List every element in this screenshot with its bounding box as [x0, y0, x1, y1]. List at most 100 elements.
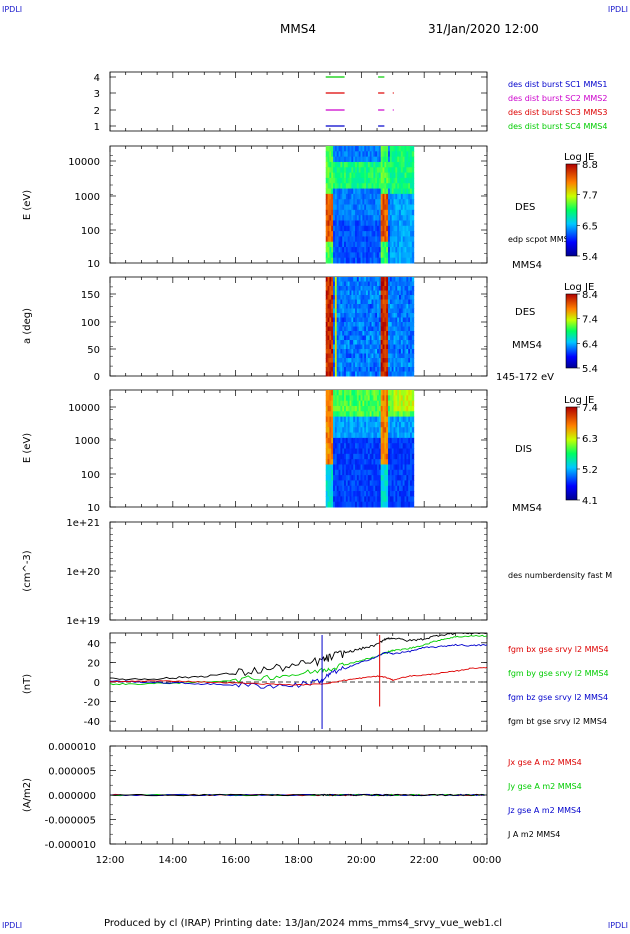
spectrogram-cell [404, 277, 407, 282]
spectrogram-cell [404, 395, 407, 402]
spectrogram-cell [393, 390, 396, 396]
spectrogram-cell [327, 390, 330, 396]
spectrogram-cell [406, 480, 409, 487]
spectrogram-cell [367, 290, 371, 296]
spectrogram-cell [362, 349, 365, 354]
spectrogram-cell [362, 313, 365, 318]
spectrogram-cell [327, 443, 330, 449]
spectrogram-cell [358, 156, 362, 163]
spectrogram-cell [408, 390, 411, 396]
spectrogram-cell [345, 491, 349, 497]
spectrogram-cell [377, 326, 380, 332]
spectrogram-cell [338, 215, 341, 221]
spectrogram-cell [338, 188, 341, 195]
spectrogram-cell [358, 501, 362, 508]
spectrogram-cell [386, 308, 389, 314]
spectrogram-cell [356, 448, 360, 455]
spectrogram-cell [333, 322, 336, 327]
spectrogram-cell [364, 349, 367, 354]
spectrogram-cell [344, 304, 347, 309]
spectrogram-cell [378, 247, 382, 253]
spectrogram-cell [351, 313, 354, 318]
spectrogram-cell [340, 464, 343, 471]
spectrogram-cell [351, 367, 354, 372]
spectrogram-cell [327, 427, 330, 434]
spectrogram-cell [331, 400, 334, 407]
panel2-colorbar-tick-label: 6.5 [582, 221, 598, 232]
spectrogram-cell [404, 299, 407, 305]
spectrogram-cell [386, 204, 389, 211]
spectrogram-cell [356, 199, 360, 205]
spectrogram-cell [358, 277, 362, 282]
panel6-series-bx [109, 666, 488, 686]
spectrogram-cell [391, 236, 395, 243]
spectrogram-cell [331, 340, 334, 345]
spectrogram-cell [334, 362, 338, 368]
spectrogram-cell [334, 209, 338, 216]
spectrogram-cell [386, 400, 389, 407]
spectrogram-cell [411, 432, 415, 439]
spectrogram-cell [325, 236, 329, 243]
spectrogram-cell [351, 193, 354, 200]
spectrogram-cell [327, 151, 330, 158]
spectrogram-cell [402, 340, 406, 345]
spectrogram-cell [400, 199, 404, 205]
spectrogram-cell [356, 252, 360, 259]
spectrogram-cell [340, 225, 343, 232]
spectrogram-cell [380, 290, 384, 296]
spectrogram-cell [356, 400, 360, 407]
spectrogram-cell [378, 225, 382, 232]
spectrogram-cell [327, 453, 330, 460]
spectrogram-cell [400, 231, 404, 237]
spectrogram-cell [377, 236, 380, 243]
spectrogram-cell [329, 367, 332, 372]
spectrogram-cell [336, 156, 340, 163]
spectrogram-cell [329, 335, 332, 341]
spectrogram-cell [371, 421, 374, 428]
spectrogram-cell [358, 308, 362, 314]
spectrogram-cell [353, 400, 356, 407]
spectrogram-cell [336, 290, 340, 296]
spectrogram-cell [404, 459, 407, 465]
spectrogram-cell [375, 183, 378, 190]
spectrogram-cell [360, 416, 363, 423]
spectrogram-cell [373, 295, 376, 300]
spectrogram-cell [408, 459, 411, 465]
panel4-y-tick-label: 1000 [75, 436, 100, 447]
spectrogram-cell [353, 480, 356, 487]
spectrogram-cell [389, 172, 393, 179]
spectrogram-cell [397, 146, 400, 152]
spectrogram-cell [331, 295, 334, 300]
spectrogram-cell [356, 236, 360, 243]
spectrogram-cell [397, 313, 400, 318]
spectrogram-cell [338, 344, 341, 350]
spectrogram-cell [329, 501, 332, 508]
spectrogram-cell [377, 215, 380, 221]
spectrogram-cell [353, 349, 356, 354]
spectrogram-cell [400, 236, 404, 243]
spectrogram-cell [388, 257, 391, 264]
spectrogram-cell [399, 299, 402, 305]
spectrogram-cell [399, 322, 402, 327]
spectrogram-cell [349, 453, 352, 460]
spectrogram-cell [386, 317, 389, 323]
spectrogram-cell [351, 349, 354, 354]
spectrogram-cell [356, 299, 360, 305]
spectrogram-cell [351, 322, 354, 327]
spectrogram-cell [404, 416, 407, 423]
spectrogram-cell [336, 204, 340, 211]
spectrogram-cell [366, 146, 369, 152]
spectrogram-cell [404, 220, 407, 227]
spectrogram-cell [356, 496, 360, 503]
spectrogram-cell [373, 480, 376, 487]
panel6-legend-entry: fgm bx gse srvy l2 MMS4 [508, 645, 609, 654]
spectrogram-cell [369, 231, 373, 237]
spectrogram-cell [395, 156, 398, 163]
spectrogram-cell [333, 335, 336, 341]
spectrogram-cell [384, 464, 387, 471]
spectrogram-cell [393, 371, 396, 377]
spectrogram-cell [345, 331, 349, 336]
spectrogram-cell [353, 313, 356, 318]
spectrogram-cell [410, 344, 413, 350]
spectrogram-cell [386, 335, 389, 341]
